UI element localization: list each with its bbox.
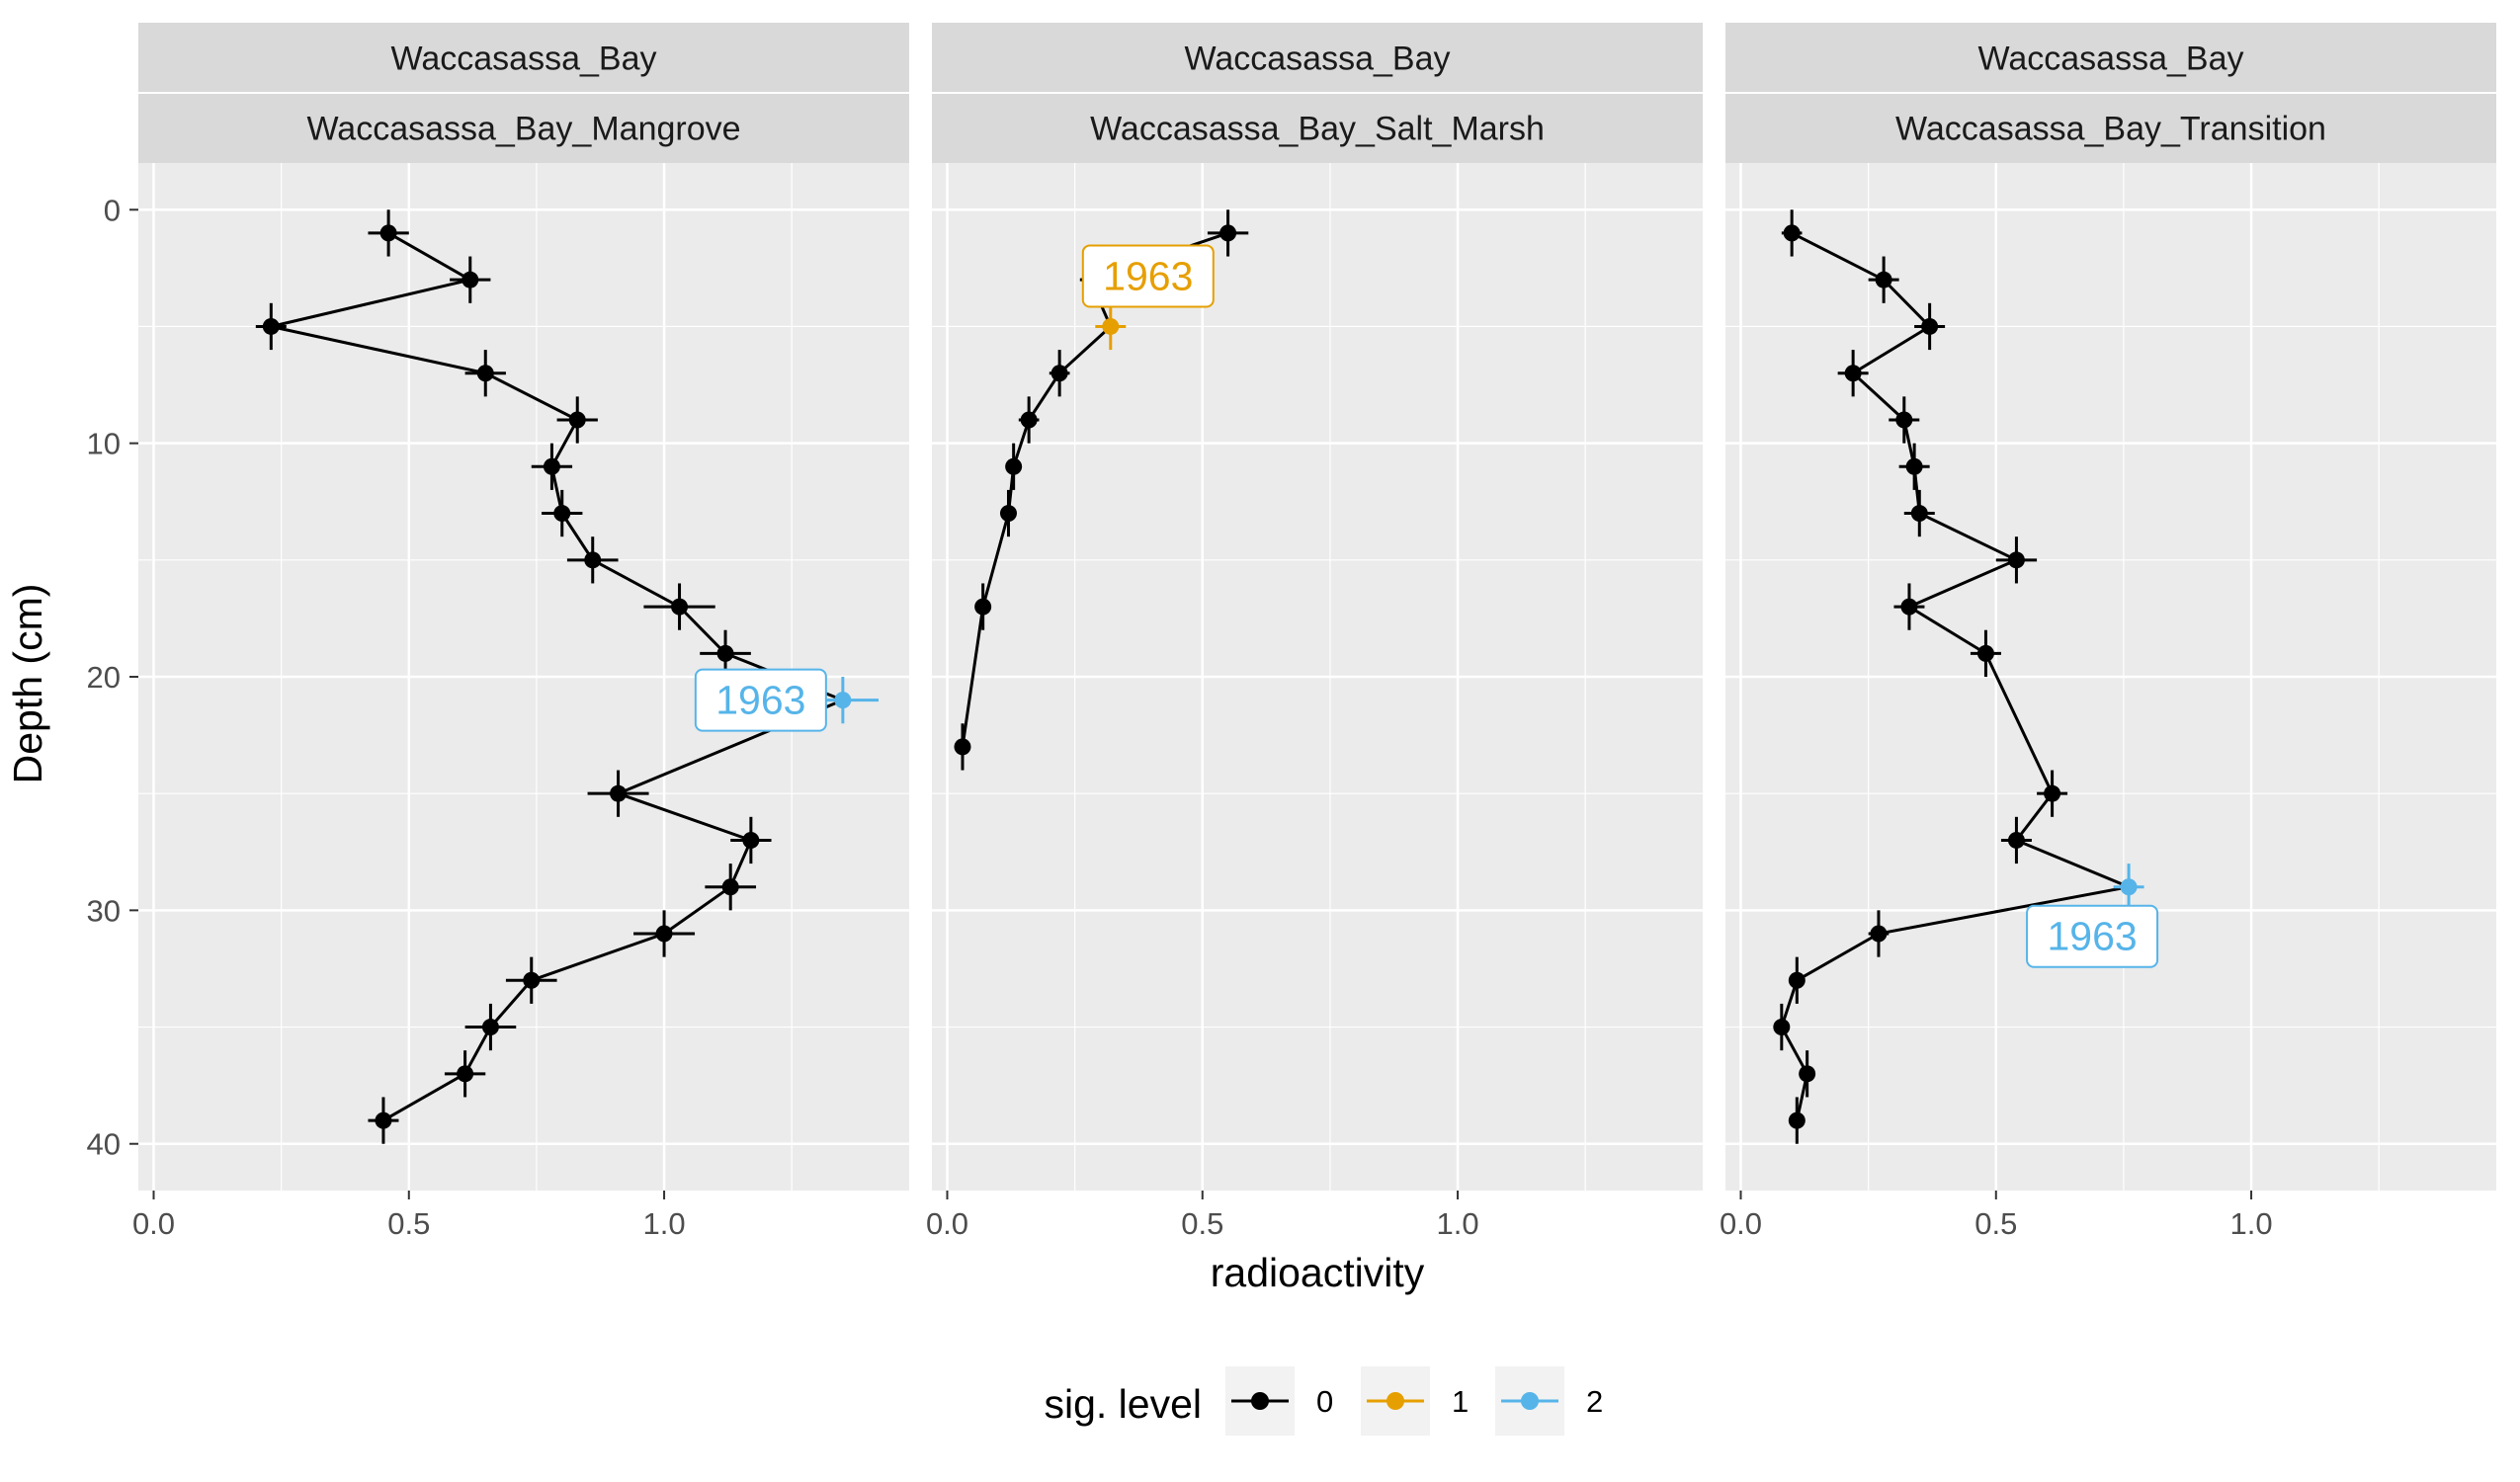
- data-point: [1783, 224, 1801, 242]
- data-point: [721, 878, 739, 896]
- data-point: [1910, 505, 1928, 523]
- data-point: [568, 411, 586, 429]
- data-point: [1788, 971, 1806, 989]
- x-tick-label: 1.0: [642, 1206, 685, 1241]
- data-point: [553, 505, 571, 523]
- data-point: [462, 271, 479, 288]
- data-point: [1844, 365, 1862, 382]
- data-point: [1870, 925, 1888, 943]
- data-point: [476, 365, 494, 382]
- strip-background: [1725, 93, 2496, 163]
- annotation-label: 1963: [1103, 253, 1193, 298]
- data-point: [457, 1065, 474, 1083]
- legend-label: 2: [1586, 1384, 1603, 1419]
- x-tick-label: 0.0: [1720, 1206, 1762, 1241]
- data-point: [375, 1112, 392, 1129]
- facet-panel: Waccasassa_Bay Waccasassa_Bay_Mangrove 0.0…: [132, 23, 909, 1241]
- data-point: [742, 831, 760, 849]
- y-tick-label: 10: [87, 427, 121, 461]
- y-axis-title: Depth (cm): [5, 584, 50, 784]
- data-point: [999, 505, 1017, 523]
- strip-background: [138, 23, 909, 93]
- annotation-label-box: [2026, 904, 2159, 968]
- data-point: [1102, 317, 1120, 335]
- data-point: [1895, 411, 1913, 429]
- y-tick-label: 20: [87, 660, 121, 695]
- data-point: [974, 598, 992, 616]
- data-point: [1020, 411, 1038, 429]
- facet-panel: Waccasassa_Bay Waccasassa_Bay_Transition 0…: [1720, 23, 2496, 1241]
- data-point: [954, 738, 971, 756]
- data-point: [1788, 1112, 1806, 1129]
- data-point: [481, 1019, 499, 1036]
- x-tick-label: 1.0: [2229, 1206, 2272, 1241]
- data-point: [1005, 457, 1023, 475]
- annotation-label: 1963: [2047, 914, 2137, 959]
- strip-background: [932, 93, 1703, 163]
- data-point: [2007, 551, 2025, 569]
- data-point: [543, 457, 560, 475]
- data-point: [2007, 831, 2025, 849]
- strip-label-core: Waccasassa_Bay_Salt_Marsh: [1090, 111, 1545, 148]
- data-point: [1905, 457, 1923, 475]
- legend-label: 0: [1316, 1384, 1333, 1419]
- legend-label: 1: [1452, 1384, 1469, 1419]
- data-point: [1900, 598, 1918, 616]
- data-point: [1773, 1019, 1791, 1036]
- strip-background: [138, 93, 909, 163]
- legend-key-point: [1521, 1392, 1539, 1410]
- data-point: [584, 551, 602, 569]
- data-point: [1921, 317, 1939, 335]
- legend-title: sig. level: [1044, 1381, 1202, 1427]
- data-point: [716, 644, 734, 662]
- data-point: [379, 224, 397, 242]
- facet-panel: Waccasassa_Bay Waccasassa_Bay_Salt_Marsh 0…: [926, 23, 1703, 1241]
- data-point: [655, 925, 673, 943]
- x-tick-label: 0.5: [1974, 1206, 2017, 1241]
- x-axis-title: radioactivity: [1211, 1250, 1425, 1295]
- y-tick-label: 30: [87, 893, 121, 928]
- x-tick-label: 0.0: [132, 1206, 175, 1241]
- data-point: [610, 784, 628, 802]
- x-tick-label: 0.5: [1181, 1206, 1223, 1241]
- x-tick-label: 0.0: [926, 1206, 968, 1241]
- data-point: [1050, 365, 1068, 382]
- strip-label-core: Waccasassa_Bay_Transition: [1895, 111, 2326, 148]
- y-axis: 0 10 20 30 40: [87, 193, 138, 1162]
- legend-key-point: [1386, 1392, 1404, 1410]
- chart-panels: Waccasassa_Bay Waccasassa_Bay_Mangrove 0.0…: [132, 23, 2496, 1241]
- strip-background: [932, 23, 1703, 93]
- y-tick-label: 0: [104, 193, 121, 227]
- strip-label-site: Waccasassa_Bay: [1978, 41, 2244, 78]
- strip-label-site: Waccasassa_Bay: [391, 41, 657, 78]
- data-point: [1799, 1065, 1816, 1083]
- x-tick-label: 1.0: [1436, 1206, 1478, 1241]
- data-point: [1976, 644, 1994, 662]
- strip-label-site: Waccasassa_Bay: [1185, 41, 1451, 78]
- strip-background: [1725, 23, 2496, 93]
- x-tick-label: 0.5: [387, 1206, 430, 1241]
- data-point: [262, 317, 280, 335]
- data-point: [2044, 784, 2061, 802]
- data-point: [1875, 271, 1892, 288]
- data-point: [2120, 878, 2138, 896]
- legend-key-point: [1251, 1392, 1269, 1410]
- annotation-label-box: [694, 668, 827, 732]
- annotation-label: 1963: [715, 678, 805, 723]
- strip-label-core: Waccasassa_Bay_Mangrove: [306, 111, 740, 148]
- data-point: [523, 971, 541, 989]
- data-point: [671, 598, 689, 616]
- legend: sig. level 0 1 2: [1044, 1366, 1603, 1436]
- data-point: [834, 692, 852, 709]
- y-tick-label: 40: [87, 1127, 121, 1162]
- annotation-label-box: [1081, 244, 1215, 308]
- data-point: [1219, 224, 1237, 242]
